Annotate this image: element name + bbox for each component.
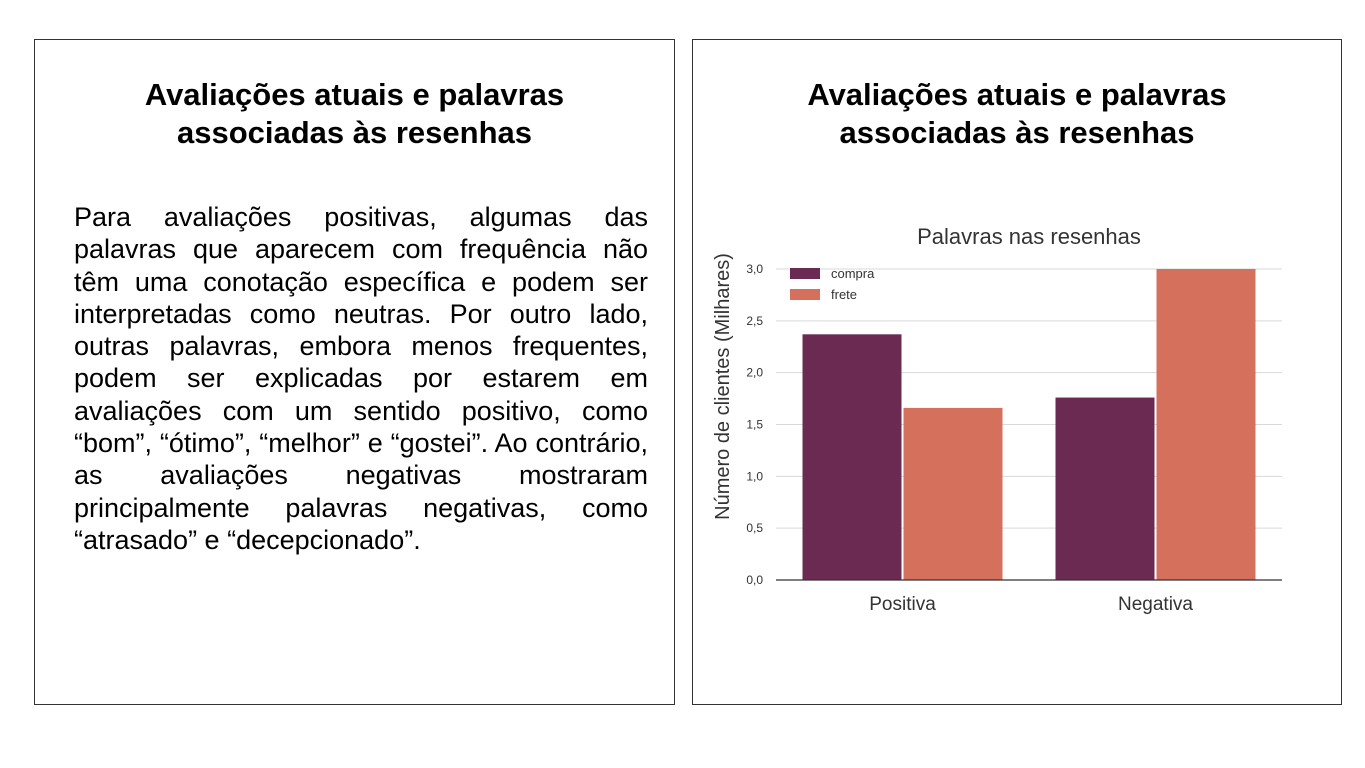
chart-title: Palavras nas resenhas <box>917 224 1141 249</box>
y-tick-label: 1,5 <box>746 418 763 432</box>
bar-frete-positiva <box>903 407 1003 580</box>
legend-label-frete: frete <box>831 287 857 302</box>
y-axis-title: Número de clientes (Milhares) <box>712 253 734 520</box>
y-tick-label: 2,0 <box>746 366 763 380</box>
y-tick-label: 3,0 <box>746 262 763 276</box>
title-line-2: associadas às resenhas <box>839 115 1195 150</box>
x-category-label: Negativa <box>1118 594 1193 615</box>
bars <box>802 269 1256 580</box>
y-tick-label: 0,0 <box>746 573 763 587</box>
title-line-2: associadas às resenhas <box>176 115 533 150</box>
bar-frete-negativa <box>1156 269 1256 580</box>
panel-title: Avaliações atuais e palavras associadas … <box>693 76 1341 152</box>
bar-chart: Palavras nas resenhas 0,0 0,5 1,0 1,5 2,0 2,5… <box>712 224 1282 615</box>
bar-compra-positiva <box>802 334 902 580</box>
panel-title: Avaliações atuais e palavras associadas … <box>35 76 674 152</box>
legend-label-compra: compra <box>831 266 875 281</box>
legend-swatch-compra <box>790 268 820 279</box>
y-tick-label: 1,0 <box>746 469 763 483</box>
title-line-1: Avaliações atuais e palavras <box>807 77 1227 112</box>
legend-swatch-frete <box>790 289 820 300</box>
y-tick-label: 2,5 <box>746 314 763 328</box>
body-text: Para avaliações positivas, algumas das p… <box>74 202 648 555</box>
legend: compra frete <box>790 266 875 302</box>
chart-panel: Avaliações atuais e palavras associadas … <box>692 39 1342 705</box>
x-category-label: Positiva <box>869 594 936 615</box>
title-line-1: Avaliações atuais e palavras <box>144 77 565 112</box>
text-panel: Avaliações atuais e palavras associadas … <box>34 39 675 705</box>
bar-compra-negativa <box>1055 397 1155 580</box>
y-tick-label: 0,5 <box>746 521 763 535</box>
y-ticks: 0,0 0,5 1,0 1,5 2,0 2,5 3,0 <box>746 262 763 587</box>
x-categories: Positiva Negativa <box>869 594 1193 615</box>
